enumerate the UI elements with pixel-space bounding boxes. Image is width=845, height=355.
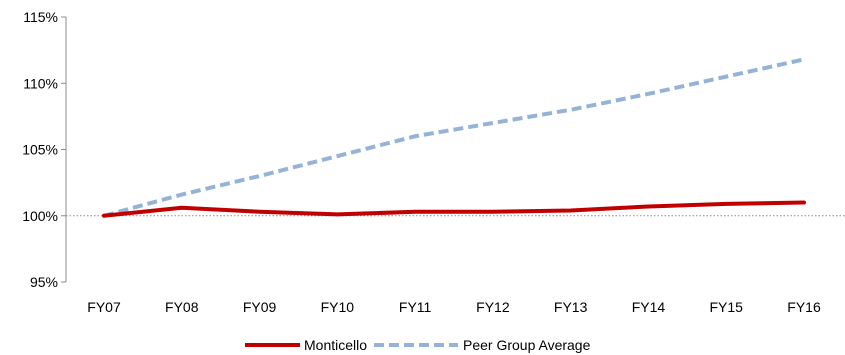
x-tick-label: FY10 — [321, 299, 355, 315]
x-tick-label: FY13 — [554, 299, 588, 315]
legend: Monticello Peer Group Average — [245, 337, 591, 353]
legend-item: Peer Group Average — [374, 337, 591, 353]
legend-label: Peer Group Average — [463, 337, 591, 353]
x-tick-label: FY14 — [632, 299, 666, 315]
y-tick-label: 100% — [22, 208, 58, 224]
x-tick-label: FY12 — [476, 299, 510, 315]
x-tick-label: FY15 — [709, 299, 743, 315]
x-tick-label: FY09 — [243, 299, 277, 315]
legend-item: Monticello — [245, 337, 367, 353]
x-tick-label: FY08 — [165, 299, 199, 315]
y-tick-label: 110% — [23, 75, 58, 91]
y-axis: 95% 100% 105% 110% 115% — [22, 9, 67, 290]
y-tick-label: 95% — [30, 274, 58, 290]
series-line-monticello — [102, 200, 806, 218]
series-line-peer-group-average — [103, 57, 805, 218]
y-tick-label: 115% — [23, 9, 58, 25]
legend-label: Monticello — [304, 337, 367, 353]
x-tick-label: FY07 — [87, 299, 121, 315]
x-tick-label: FY16 — [787, 299, 821, 315]
y-tick-label: 105% — [22, 142, 58, 158]
series-group — [102, 57, 806, 218]
x-tick-label: FY11 — [399, 299, 432, 315]
x-axis: FY07 FY08 FY09 FY10 FY11 FY12 FY13 FY14 FY15 FY16 — [87, 299, 821, 315]
